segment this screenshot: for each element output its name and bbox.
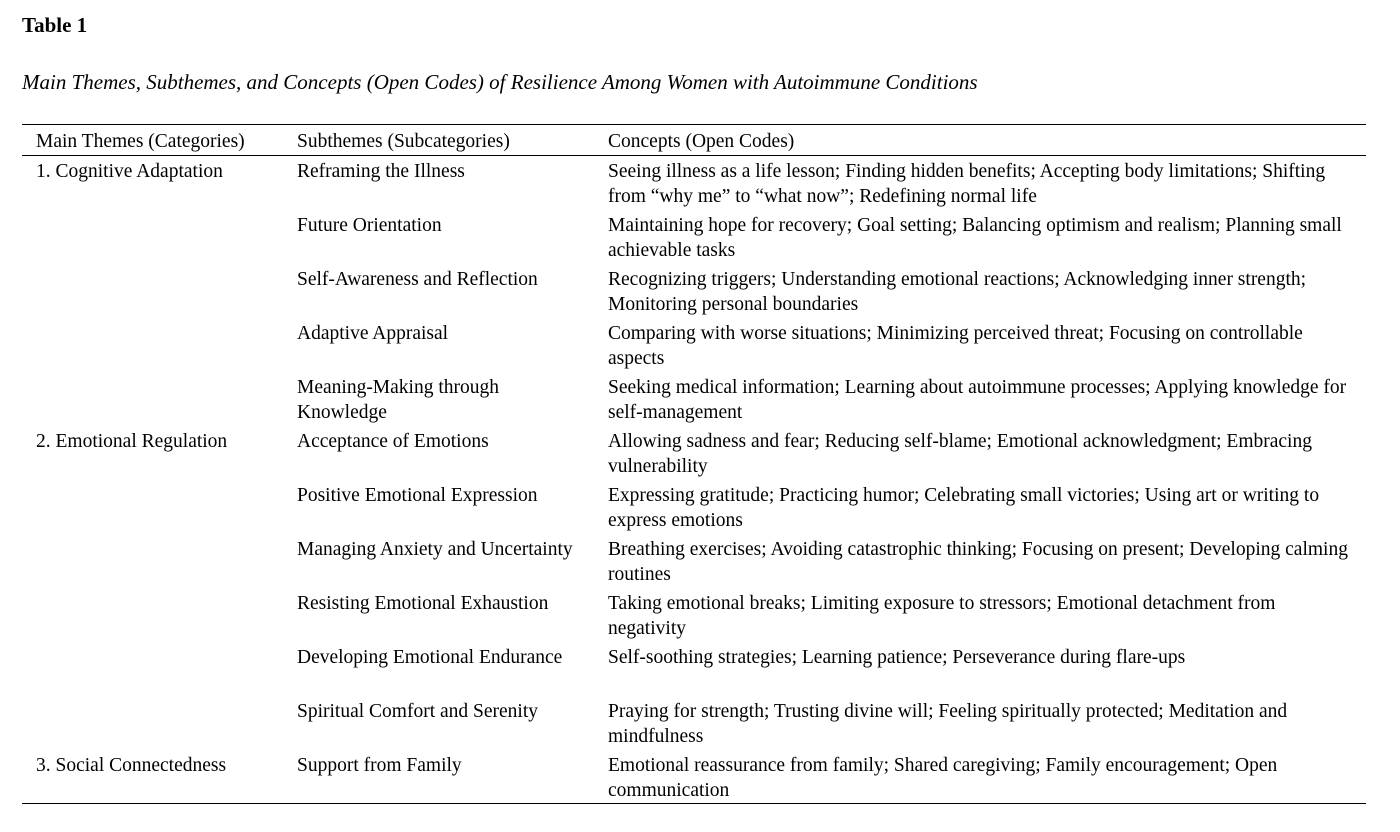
subtheme-text: Spiritual Comfort and Serenity bbox=[297, 701, 539, 722]
concepts-cell: Allowing sadness and fear; Reducing self… bbox=[608, 431, 1312, 477]
subtheme-cell: Developing Emotional Endurance bbox=[297, 642, 608, 696]
subtheme-cell: Managing Anxiety and Uncertainty bbox=[297, 534, 608, 588]
subtheme-text: Meaning-Making through Knowledge bbox=[297, 377, 500, 423]
header-row: Main Themes (Categories) Subthemes (Subc… bbox=[22, 124, 1366, 156]
subtheme-text: Self-Awareness and Reflection bbox=[297, 269, 538, 290]
subtheme-text: Future Orientation bbox=[297, 215, 442, 236]
subtheme-text: Support from Family bbox=[297, 755, 462, 776]
main-theme-cell bbox=[22, 642, 297, 696]
subtheme-text: Resisting Emotional Exhaustion bbox=[297, 593, 549, 614]
concepts-cell: Seeing illness as a life lesson; Finding… bbox=[608, 161, 1326, 207]
concepts-cell: Taking emotional breaks; Limiting exposu… bbox=[608, 593, 1276, 639]
subtheme-cell: Self-Awareness and Reflection bbox=[297, 264, 608, 318]
main-theme-cell bbox=[22, 696, 297, 750]
table-row: Managing Anxiety and Uncertainty Breathin… bbox=[22, 534, 1366, 588]
concepts-cell: Breathing exercises; Avoiding catastroph… bbox=[608, 539, 1348, 585]
main-theme-cell: 3. Social Connectedness bbox=[36, 755, 227, 776]
concepts-cell: Expressing gratitude; Practicing humor; … bbox=[608, 485, 1320, 531]
concepts-cell: Maintaining hope for recovery; Goal sett… bbox=[608, 215, 1342, 261]
main-theme-cell bbox=[22, 318, 297, 372]
main-theme-cell: 1. Cognitive Adaptation bbox=[36, 161, 223, 182]
table-row: Developing Emotional Endurance Self-sooth… bbox=[22, 642, 1366, 696]
main-theme-cell bbox=[22, 264, 297, 318]
table-row: Meaning-Making through Knowledge Seeking … bbox=[22, 372, 1366, 426]
main-theme-cell: 2. Emotional Regulation bbox=[36, 431, 228, 452]
concepts-cell: Self-soothing strategies; Learning patie… bbox=[608, 647, 1186, 668]
concepts-cell: Seeking medical information; Learning ab… bbox=[608, 377, 1347, 423]
subtheme-text: Positive Emotional Expression bbox=[297, 485, 538, 506]
table-row: Self-Awareness and Reflection Recognizing… bbox=[22, 264, 1366, 318]
table-title: Table 1 bbox=[22, 13, 88, 37]
subtheme-text: Adaptive Appraisal bbox=[297, 323, 449, 344]
subtheme-cell: Meaning-Making through Knowledge bbox=[297, 372, 608, 426]
table-row: 3. Social Connectedness Support from Fami… bbox=[22, 750, 1366, 804]
main-theme-cell bbox=[22, 534, 297, 588]
main-theme-cell bbox=[22, 588, 297, 642]
header-subthemes: Subthemes (Subcategories) bbox=[297, 124, 608, 156]
concepts-cell: Praying for strength; Trusting divine wi… bbox=[608, 701, 1288, 747]
subtheme-text: Acceptance of Emotions bbox=[297, 431, 489, 452]
table-row: Spiritual Comfort and Serenity Praying fo… bbox=[22, 696, 1366, 750]
subtheme-text: Developing Emotional Endurance bbox=[297, 647, 563, 668]
header-concepts: Concepts (Open Codes) bbox=[608, 124, 1366, 156]
subtheme-text: Reframing the Illness bbox=[297, 161, 465, 182]
table-row: Future Orientation Maintaining hope for r… bbox=[22, 210, 1366, 264]
concepts-cell: Comparing with worse situations; Minimiz… bbox=[608, 323, 1303, 369]
main-theme-cell bbox=[22, 210, 297, 264]
subtheme-cell: Positive Emotional Expression bbox=[297, 480, 608, 534]
subtheme-text: Managing Anxiety and Uncertainty bbox=[297, 539, 573, 560]
subtheme-cell: Resisting Emotional Exhaustion bbox=[297, 588, 608, 642]
header-main-themes: Main Themes (Categories) bbox=[22, 124, 297, 156]
subtheme-cell: Reframing the Illness bbox=[297, 156, 608, 211]
main-theme-cell bbox=[22, 480, 297, 534]
themes-table: Main Themes (Categories) Subthemes (Subc… bbox=[22, 124, 1366, 804]
main-theme-cell bbox=[22, 372, 297, 426]
subtheme-cell: Support from Family bbox=[297, 750, 608, 804]
table-row: 1. Cognitive Adaptation Reframing the Ill… bbox=[22, 156, 1366, 211]
concepts-cell: Emotional reassurance from family; Share… bbox=[608, 755, 1278, 801]
subtheme-cell: Future Orientation bbox=[297, 210, 608, 264]
subtheme-cell: Adaptive Appraisal bbox=[297, 318, 608, 372]
table-row: 2. Emotional Regulation Acceptance of Emo… bbox=[22, 426, 1366, 480]
table-row: Resisting Emotional Exhaustion Taking emo… bbox=[22, 588, 1366, 642]
concepts-cell: Recognizing triggers; Understanding emot… bbox=[608, 269, 1307, 315]
subtheme-cell: Spiritual Comfort and Serenity bbox=[297, 696, 608, 750]
table-row: Adaptive Appraisal Comparing with worse s… bbox=[22, 318, 1366, 372]
subtheme-cell: Acceptance of Emotions bbox=[297, 426, 608, 480]
table-row: Positive Emotional Expression Expressing … bbox=[22, 480, 1366, 534]
table-subtitle: Main Themes, Subthemes, and Concepts (Op… bbox=[22, 70, 978, 94]
